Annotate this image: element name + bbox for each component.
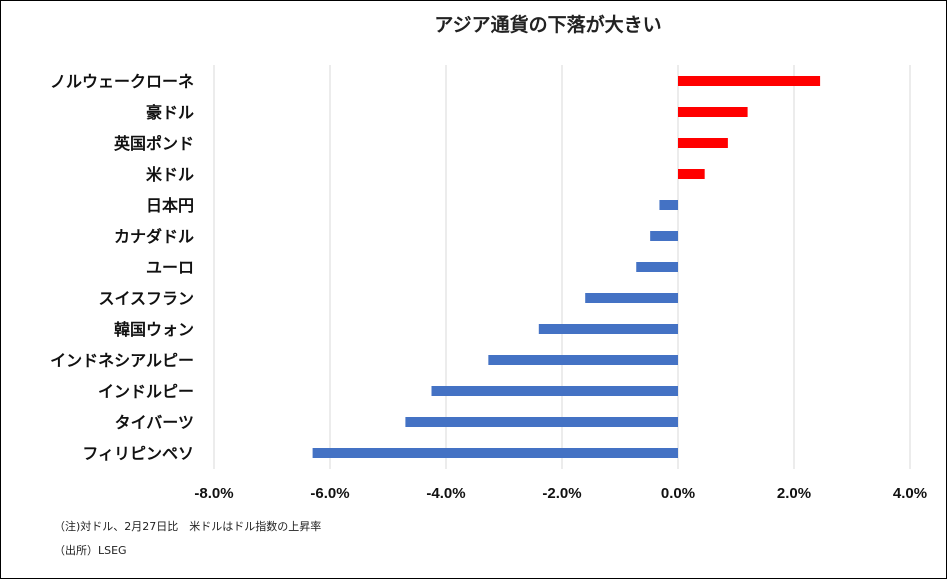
category-label: フィリピンペソ <box>82 444 194 463</box>
bar <box>678 107 748 117</box>
category-label: 豪ドル <box>146 103 194 122</box>
bar <box>488 355 678 365</box>
bar <box>431 386 678 396</box>
category-label: ノルウェークローネ <box>50 72 194 91</box>
category-label: 韓国ウォン <box>114 320 194 339</box>
bar <box>678 76 821 86</box>
bar <box>538 324 678 334</box>
category-label: インドルピー <box>98 382 194 401</box>
x-tick-label: 2.0% <box>777 485 811 502</box>
category-label: ユーロ <box>146 258 194 277</box>
chart-title: アジア通貨の下落が大きい <box>434 13 661 36</box>
x-tick-label: -8.0% <box>194 485 233 502</box>
bar <box>312 448 678 458</box>
category-label: カナダドル <box>114 227 194 246</box>
bar <box>636 262 678 272</box>
category-label: 日本円 <box>146 196 194 215</box>
bar <box>659 200 678 210</box>
x-axis-tick-labels: -8.0% -6.0% -4.0% -2.0% 0.0% 2.0% 4.0% <box>194 485 927 502</box>
category-label: 英国ポンド <box>113 134 194 153</box>
bar <box>405 417 678 427</box>
x-tick-label: -4.0% <box>426 485 465 502</box>
category-label: 米ドル <box>146 165 194 184</box>
category-label: スイスフラン <box>98 289 194 308</box>
footnote-note: （注)対ドル、2月27日比 米ドルはドル指数の上昇率 <box>54 520 322 533</box>
x-tick-label: -6.0% <box>310 485 349 502</box>
x-tick-label: 0.0% <box>661 485 695 502</box>
category-label: タイバーツ <box>115 413 194 432</box>
bar <box>650 231 678 241</box>
bar <box>678 169 705 179</box>
bars <box>312 76 821 458</box>
bar <box>585 293 678 303</box>
x-tick-label: 4.0% <box>893 485 927 502</box>
footnote-source: （出所）LSEG <box>54 544 127 557</box>
category-labels: ノルウェークローネ豪ドル英国ポンド米ドル日本円カナダドルユーロスイスフラン韓国ウ… <box>50 72 194 463</box>
gridlines <box>213 65 911 469</box>
bar <box>678 138 728 148</box>
category-label: インドネシアルピー <box>50 351 194 370</box>
x-tick-label: -2.0% <box>542 485 581 502</box>
